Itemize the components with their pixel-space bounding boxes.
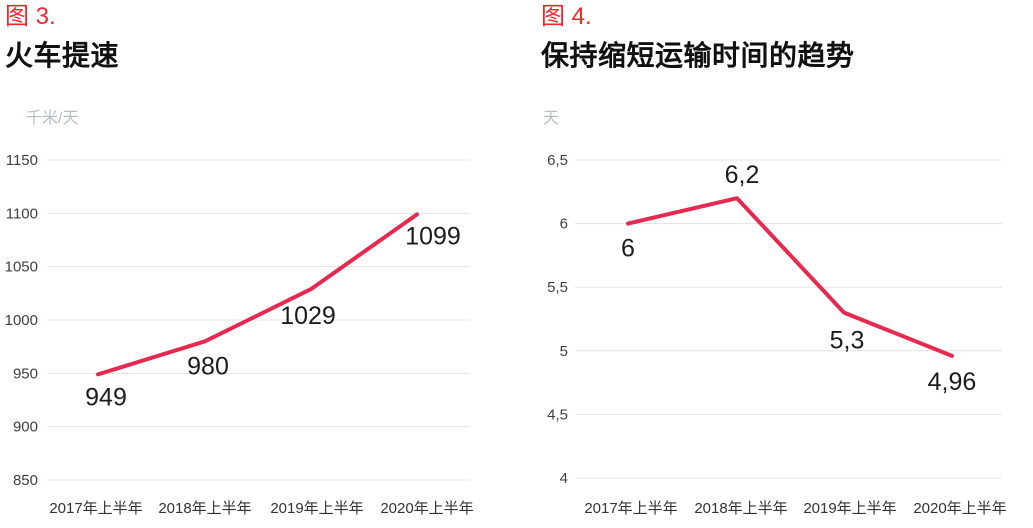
y-tick-label: 1100 — [6, 205, 38, 222]
y-tick-label: 5 — [560, 343, 568, 360]
data-point-label: 6,2 — [725, 161, 760, 189]
data-line — [96, 212, 419, 377]
data-point-label: 5,3 — [830, 327, 865, 355]
data-point-label: 949 — [85, 383, 127, 411]
y-axis-unit-label-km-per-day: 千米/天 — [26, 110, 79, 127]
x-axis-label: 2018年上半年 — [158, 500, 251, 517]
data-point-label: 980 — [187, 352, 229, 380]
y-tick-label: 900 — [13, 419, 38, 436]
y-tick-label: 1050 — [5, 259, 38, 276]
y-tick-label: 1000 — [5, 312, 38, 329]
y-axis-unit-label-days: 天 — [543, 110, 560, 127]
y-tick-label: 850 — [13, 472, 38, 489]
data-point-label: 6 — [621, 235, 635, 263]
y-tick-label: 6 — [560, 216, 568, 233]
x-axis-label: 2018年上半年 — [694, 500, 787, 517]
x-axis-label: 2020年上半年 — [380, 500, 473, 517]
figure-label-4: 图 4. — [541, 3, 592, 30]
y-tick-label: 4 — [560, 470, 568, 487]
data-point-label: 1029 — [280, 302, 336, 330]
x-axis-label: 2017年上半年 — [584, 500, 677, 517]
data-point-label: 1099 — [405, 222, 461, 250]
y-tick-label: 6,5 — [547, 152, 568, 169]
figure-label-3: 图 3. — [5, 3, 56, 30]
x-axis-label: 2017年上半年 — [49, 500, 142, 517]
chart-title-train-speed: 火车提速 — [5, 40, 120, 71]
chart-title-transport-time-trend: 保持缩短运输时间的趋势 — [541, 40, 855, 71]
data-point-label: 4,96 — [928, 368, 977, 396]
data-line — [626, 196, 954, 358]
y-tick-label: 1150 — [6, 152, 38, 169]
x-axis-label: 2020年上半年 — [913, 500, 1006, 517]
y-tick-label: 4,5 — [547, 406, 568, 423]
x-axis-label: 2019年上半年 — [270, 500, 363, 517]
x-axis-label: 2019年上半年 — [803, 500, 896, 517]
y-tick-label: 950 — [13, 365, 38, 382]
y-tick-label: 5,5 — [547, 279, 568, 296]
